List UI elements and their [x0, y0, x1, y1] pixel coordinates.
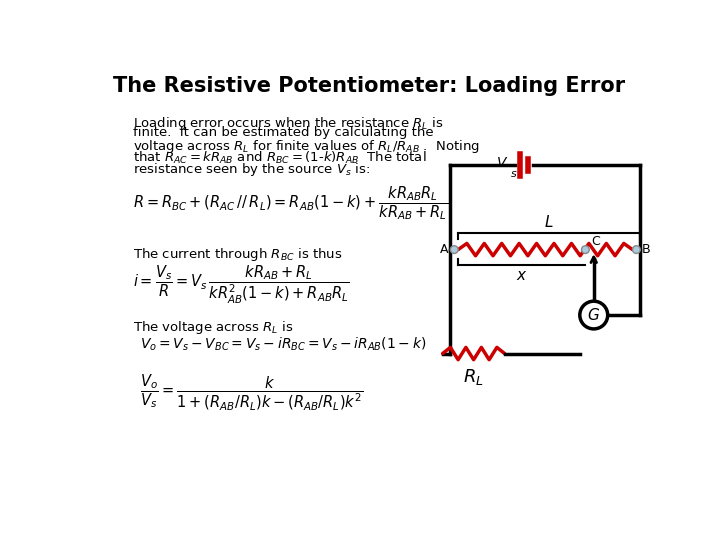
- Text: Loading error occurs when the resistance $R_L$ is: Loading error occurs when the resistance…: [132, 115, 443, 132]
- Text: resistance seen by the source $V_s$ is:: resistance seen by the source $V_s$ is:: [132, 161, 370, 178]
- Circle shape: [582, 246, 589, 253]
- Text: B: B: [642, 243, 650, 256]
- Text: The current through $R_{BC}$ is thus: The current through $R_{BC}$ is thus: [132, 246, 342, 263]
- Circle shape: [580, 301, 608, 329]
- Text: $x$: $x$: [516, 268, 528, 283]
- Text: finite.  It can be estimated by calculating the: finite. It can be estimated by calculati…: [132, 126, 433, 139]
- Text: $R = R_{BC} + (R_{AC}\,//\,R_L) = R_{AB}(1-k) + \dfrac{kR_{AB}R_L}{kR_{AB}+R_L}$: $R = R_{BC} + (R_{AC}\,//\,R_L) = R_{AB}…: [132, 184, 448, 222]
- Circle shape: [451, 246, 458, 253]
- Text: $i = \dfrac{V_s}{R} = V_s\,\dfrac{kR_{AB}+R_L}{kR_{AB}^2(1-k)+R_{AB}R_L}$: $i = \dfrac{V_s}{R} = V_s\,\dfrac{kR_{AB…: [132, 264, 349, 306]
- Text: $L$: $L$: [544, 214, 554, 231]
- Text: $s$: $s$: [510, 168, 518, 179]
- Text: C: C: [591, 234, 600, 248]
- Text: The Resistive Potentiometer: Loading Error: The Resistive Potentiometer: Loading Err…: [113, 76, 625, 96]
- Text: $V$: $V$: [496, 156, 508, 170]
- Text: voltage across $R_L$ for finite values of $R_L/R_{AB}$ .  Noting: voltage across $R_L$ for finite values o…: [132, 138, 480, 155]
- Text: that $R_{AC} = kR_{AB}$ and $R_{BC} = (1\text{-}k)R_{AB}$  The total: that $R_{AC} = kR_{AB}$ and $R_{BC} = (1…: [132, 150, 426, 166]
- Text: A: A: [441, 243, 449, 256]
- Text: $V_o = V_s - V_{BC} = V_s - iR_{BC} = V_s - iR_{AB}(1-k)$: $V_o = V_s - V_{BC} = V_s - iR_{BC} = V_…: [140, 336, 427, 353]
- Circle shape: [632, 246, 640, 253]
- Text: $R_L$: $R_L$: [463, 367, 484, 387]
- Text: $G$: $G$: [588, 307, 600, 323]
- Text: $\dfrac{V_o}{V_s} = \dfrac{k}{1+(R_{AB}/R_L)k-(R_{AB}/R_L)k^2}$: $\dfrac{V_o}{V_s} = \dfrac{k}{1+(R_{AB}/…: [140, 373, 364, 413]
- Text: The voltage across $R_L$ is: The voltage across $R_L$ is: [132, 319, 293, 336]
